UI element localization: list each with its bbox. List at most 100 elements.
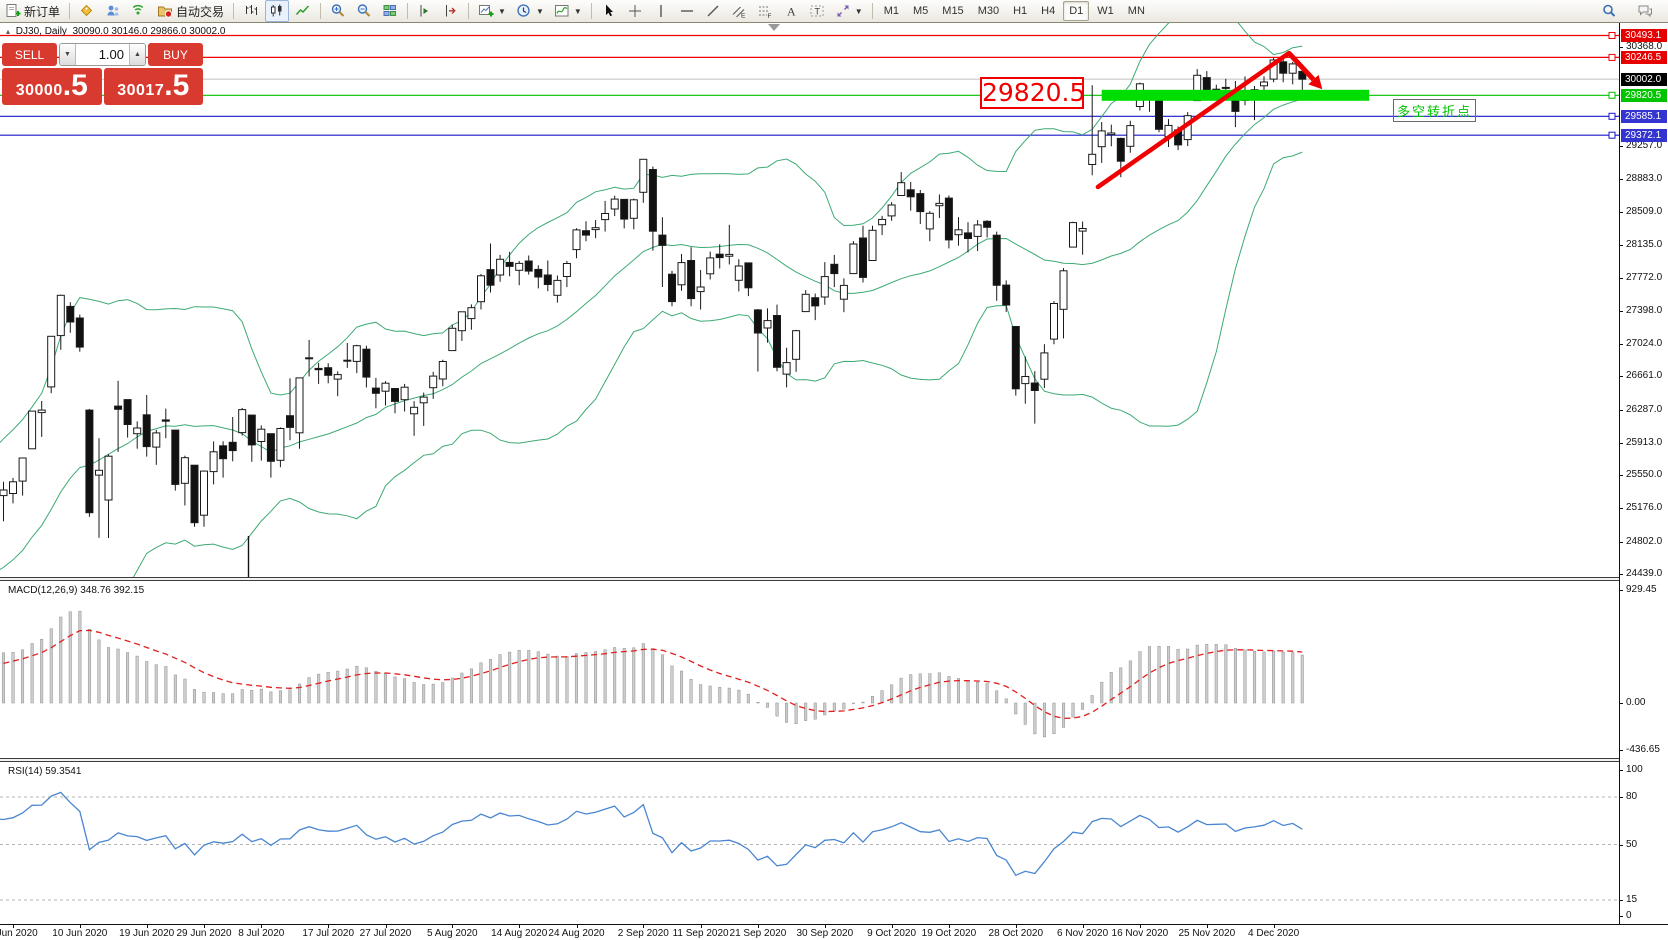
date-tick-mark: [385, 925, 387, 928]
price-axis[interactable]: 30368.0 29257.0 28883.0 28509.0 28135.0 27772…: [1619, 22, 1668, 924]
bar-chart-button[interactable]: [239, 0, 263, 22]
zoom-out-button[interactable]: [352, 0, 376, 22]
price-badge: 30493.1: [1621, 29, 1667, 42]
new-order-button-label: 新订单: [24, 4, 61, 19]
date-tick-label: 4 Dec 2020: [1248, 928, 1300, 939]
timeframe-m1[interactable]: M1: [883, 5, 899, 17]
market-button[interactable]: [75, 0, 99, 22]
timeframe-mn[interactable]: MN: [1127, 5, 1145, 17]
timeframe-m30[interactable]: M30: [977, 5, 1000, 17]
toolbar: 新订单 自动交易 ▼ ▼ ▼ E F A T ▼ M1 M5 M15 M30 H1 H4 D1 W1 MN: [0, 0, 1668, 23]
tline-icon: [705, 3, 721, 19]
date-tick-mark: [700, 925, 702, 928]
rsi-tick-mark: [1620, 845, 1623, 846]
rsi-tick-mark: [1620, 770, 1623, 771]
price-tick-label: 30368.0: [1626, 40, 1663, 52]
price-badge: 30002.0: [1621, 72, 1667, 86]
macd-indicator-label: MACD(12,26,9) 348.76 392.15: [8, 585, 145, 596]
line-chart-button[interactable]: [291, 0, 315, 22]
dropdown-caret-icon: ▼: [498, 6, 506, 16]
price-tick-mark: [1620, 574, 1623, 575]
search-button[interactable]: [1597, 0, 1621, 22]
price-tick-mark: [1620, 475, 1623, 477]
new-chart-button[interactable]: ▼: [474, 0, 510, 22]
signals-icon: [131, 3, 147, 19]
price-tick-label: 25176.0: [1626, 502, 1663, 514]
clock-icon: [516, 3, 532, 19]
textlabel-icon: T: [809, 3, 825, 19]
timeframe-h4[interactable]: H4: [1041, 5, 1056, 17]
toolbar-right-icons: [1596, 0, 1658, 22]
date-tick-mark: [891, 925, 893, 928]
linechart-icon: [295, 3, 311, 19]
timeframe-w1[interactable]: W1: [1097, 5, 1114, 17]
toolbar-separator: [871, 3, 873, 19]
date-tick-mark: [1139, 925, 1141, 928]
price-tick-mark: [1620, 145, 1623, 147]
vline-icon: [653, 3, 669, 19]
text-label-button[interactable]: T: [805, 0, 829, 22]
channel-icon: E: [731, 3, 747, 20]
period-button[interactable]: ▼: [512, 0, 548, 22]
price-tick-label: 25550.0: [1626, 469, 1663, 481]
autotrading-button[interactable]: 自动交易: [153, 0, 228, 22]
sell-price-display[interactable]: 30000.5: [2, 68, 102, 105]
chart-ohlc-values: 30090.0 30146.0 29866.0 30002.0: [72, 26, 226, 37]
date-tick-label: 10 Jun 2020: [52, 928, 108, 939]
neworder-icon: [5, 3, 21, 19]
crosshair-button[interactable]: [623, 0, 647, 22]
autotrading-button-label: 自动交易: [176, 4, 225, 19]
buy-price-display[interactable]: 30017.5: [103, 68, 203, 105]
pane-splitter[interactable]: [0, 577, 1619, 581]
date-tick-mark: [204, 925, 205, 928]
community-icon: [105, 3, 121, 19]
price-tick-label: 25913.0: [1626, 436, 1663, 448]
chat-button[interactable]: [1633, 0, 1657, 22]
equidistant-channel-button[interactable]: E: [727, 0, 751, 22]
svg-text:T: T: [814, 7, 820, 17]
tile-windows-button[interactable]: [378, 0, 402, 22]
timeframe-m5[interactable]: M5: [913, 5, 929, 17]
fibonacci-button[interactable]: F: [753, 0, 777, 22]
price-badge: 30246.5: [1621, 50, 1667, 64]
rsi-tick-label: 100: [1626, 764, 1643, 775]
price-chart-canvas[interactable]: [0, 0, 1619, 940]
volume-increase-button[interactable]: ▲: [129, 44, 145, 65]
candlestick-chart-button[interactable]: [265, 0, 290, 22]
zoomout-icon: [356, 3, 372, 19]
svg-text:F: F: [767, 13, 771, 19]
turning-point-label[interactable]: 多空转折点: [1393, 99, 1477, 122]
timeframe-m15[interactable]: M15: [942, 5, 964, 17]
volume-value[interactable]: 1.00: [98, 47, 124, 62]
price-callout-label[interactable]: 29820.5: [980, 77, 1086, 109]
indicators-button[interactable]: ▼: [550, 0, 586, 22]
date-tick-label: 14 Aug 2020: [491, 928, 548, 939]
chart-symbol-period: DJ30, Daily: [15, 26, 67, 37]
timeframe-d1[interactable]: D1: [1063, 1, 1090, 21]
panel-collapse-icon[interactable]: ▴: [6, 27, 11, 36]
arrows-button[interactable]: ▼: [831, 0, 867, 22]
text-button[interactable]: A: [779, 0, 803, 22]
pane-splitter[interactable]: [0, 758, 1619, 762]
vertical-line-button[interactable]: [649, 0, 673, 22]
date-tick-label: 9 Oct 2020: [867, 928, 917, 939]
auto-scroll-button[interactable]: [413, 0, 437, 22]
volume-decrease-button[interactable]: ▼: [60, 44, 76, 65]
toolbar-separator: [320, 3, 322, 19]
community-button[interactable]: [101, 0, 125, 22]
sell-button[interactable]: SELL: [2, 43, 57, 66]
timeframe-h1[interactable]: H1: [1013, 5, 1028, 17]
buy-price-pips: .5: [164, 69, 190, 102]
cursor-button[interactable]: [597, 0, 621, 22]
zoom-in-button[interactable]: [326, 0, 350, 22]
signals-button[interactable]: [127, 0, 151, 22]
date-tick-mark: [1015, 925, 1017, 928]
new-order-button[interactable]: 新订单: [1, 0, 64, 22]
buy-button[interactable]: BUY: [148, 43, 203, 66]
trendline-button[interactable]: [701, 0, 725, 22]
chart-shift-button[interactable]: [439, 0, 463, 22]
price-tick-label: 24802.0: [1626, 535, 1663, 547]
date-tick-mark: [1273, 925, 1275, 928]
horizontal-line-button[interactable]: [675, 0, 699, 22]
